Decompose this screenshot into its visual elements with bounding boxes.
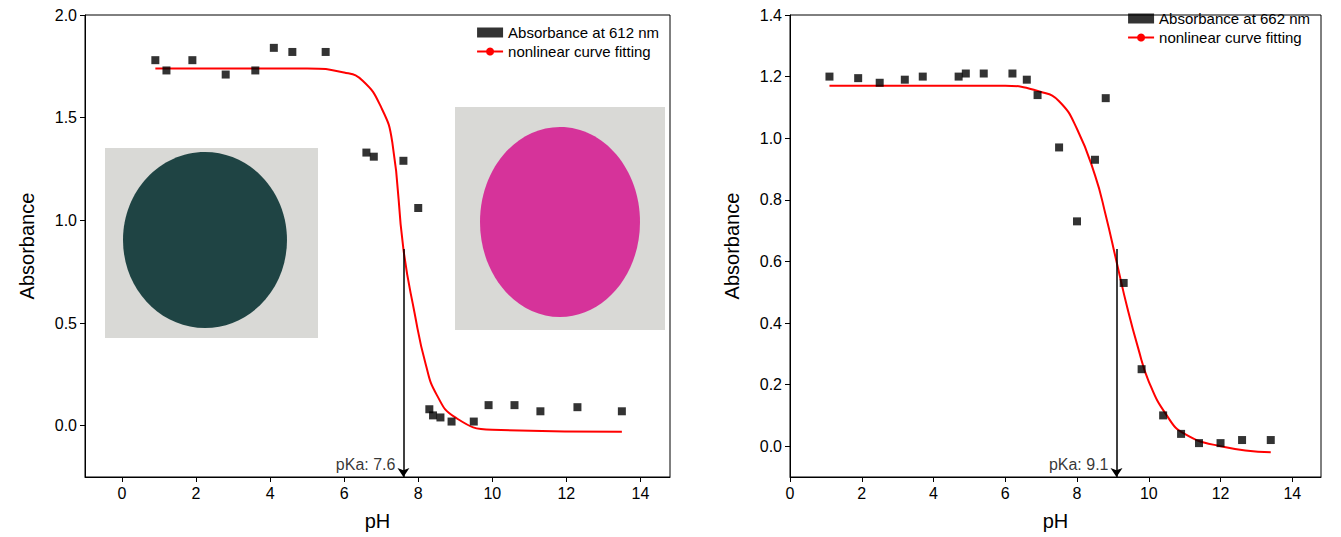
svg-text:1.4: 1.4: [760, 7, 782, 24]
svg-text:0.0: 0.0: [760, 438, 782, 455]
svg-text:1.0: 1.0: [55, 212, 77, 229]
svg-text:8: 8: [1073, 485, 1082, 502]
svg-text:14: 14: [1283, 485, 1301, 502]
svg-text:1.2: 1.2: [760, 68, 782, 85]
svg-text:10: 10: [483, 485, 501, 502]
svg-text:14: 14: [631, 485, 649, 502]
svg-text:4: 4: [266, 485, 275, 502]
svg-text:0: 0: [786, 485, 795, 502]
svg-text:pKa: 9.1: pKa: 9.1: [1049, 456, 1109, 473]
svg-text:nonlinear curve fitting: nonlinear curve fitting: [1159, 29, 1302, 46]
svg-text:pH: pH: [1043, 510, 1069, 532]
svg-text:4: 4: [929, 485, 938, 502]
svg-text:12: 12: [1212, 485, 1230, 502]
svg-text:Absorbance at 612 nm: Absorbance at 612 nm: [508, 24, 659, 41]
svg-text:pKa: 7.6: pKa: 7.6: [336, 456, 396, 473]
svg-text:nonlinear curve fitting: nonlinear curve fitting: [508, 43, 651, 60]
svg-text:0.4: 0.4: [760, 315, 782, 332]
svg-text:Absorbance at 662 nm: Absorbance at 662 nm: [1159, 10, 1310, 27]
svg-text:1.5: 1.5: [55, 109, 77, 126]
svg-text:1.0: 1.0: [760, 130, 782, 147]
svg-text:2.0: 2.0: [55, 7, 77, 24]
svg-text:0.8: 0.8: [760, 191, 782, 208]
svg-text:12: 12: [557, 485, 575, 502]
svg-text:2: 2: [857, 485, 866, 502]
svg-text:6: 6: [1001, 485, 1010, 502]
svg-text:0.6: 0.6: [760, 253, 782, 270]
svg-text:0.2: 0.2: [760, 376, 782, 393]
svg-text:6: 6: [340, 485, 349, 502]
svg-text:10: 10: [1140, 485, 1158, 502]
svg-text:Absorbance: Absorbance: [721, 193, 743, 300]
svg-text:0: 0: [118, 485, 127, 502]
svg-text:pH: pH: [365, 510, 391, 532]
svg-text:Absorbance: Absorbance: [16, 193, 38, 300]
svg-text:0.0: 0.0: [55, 417, 77, 434]
svg-text:0.5: 0.5: [55, 315, 77, 332]
svg-text:8: 8: [414, 485, 423, 502]
svg-text:2: 2: [192, 485, 201, 502]
